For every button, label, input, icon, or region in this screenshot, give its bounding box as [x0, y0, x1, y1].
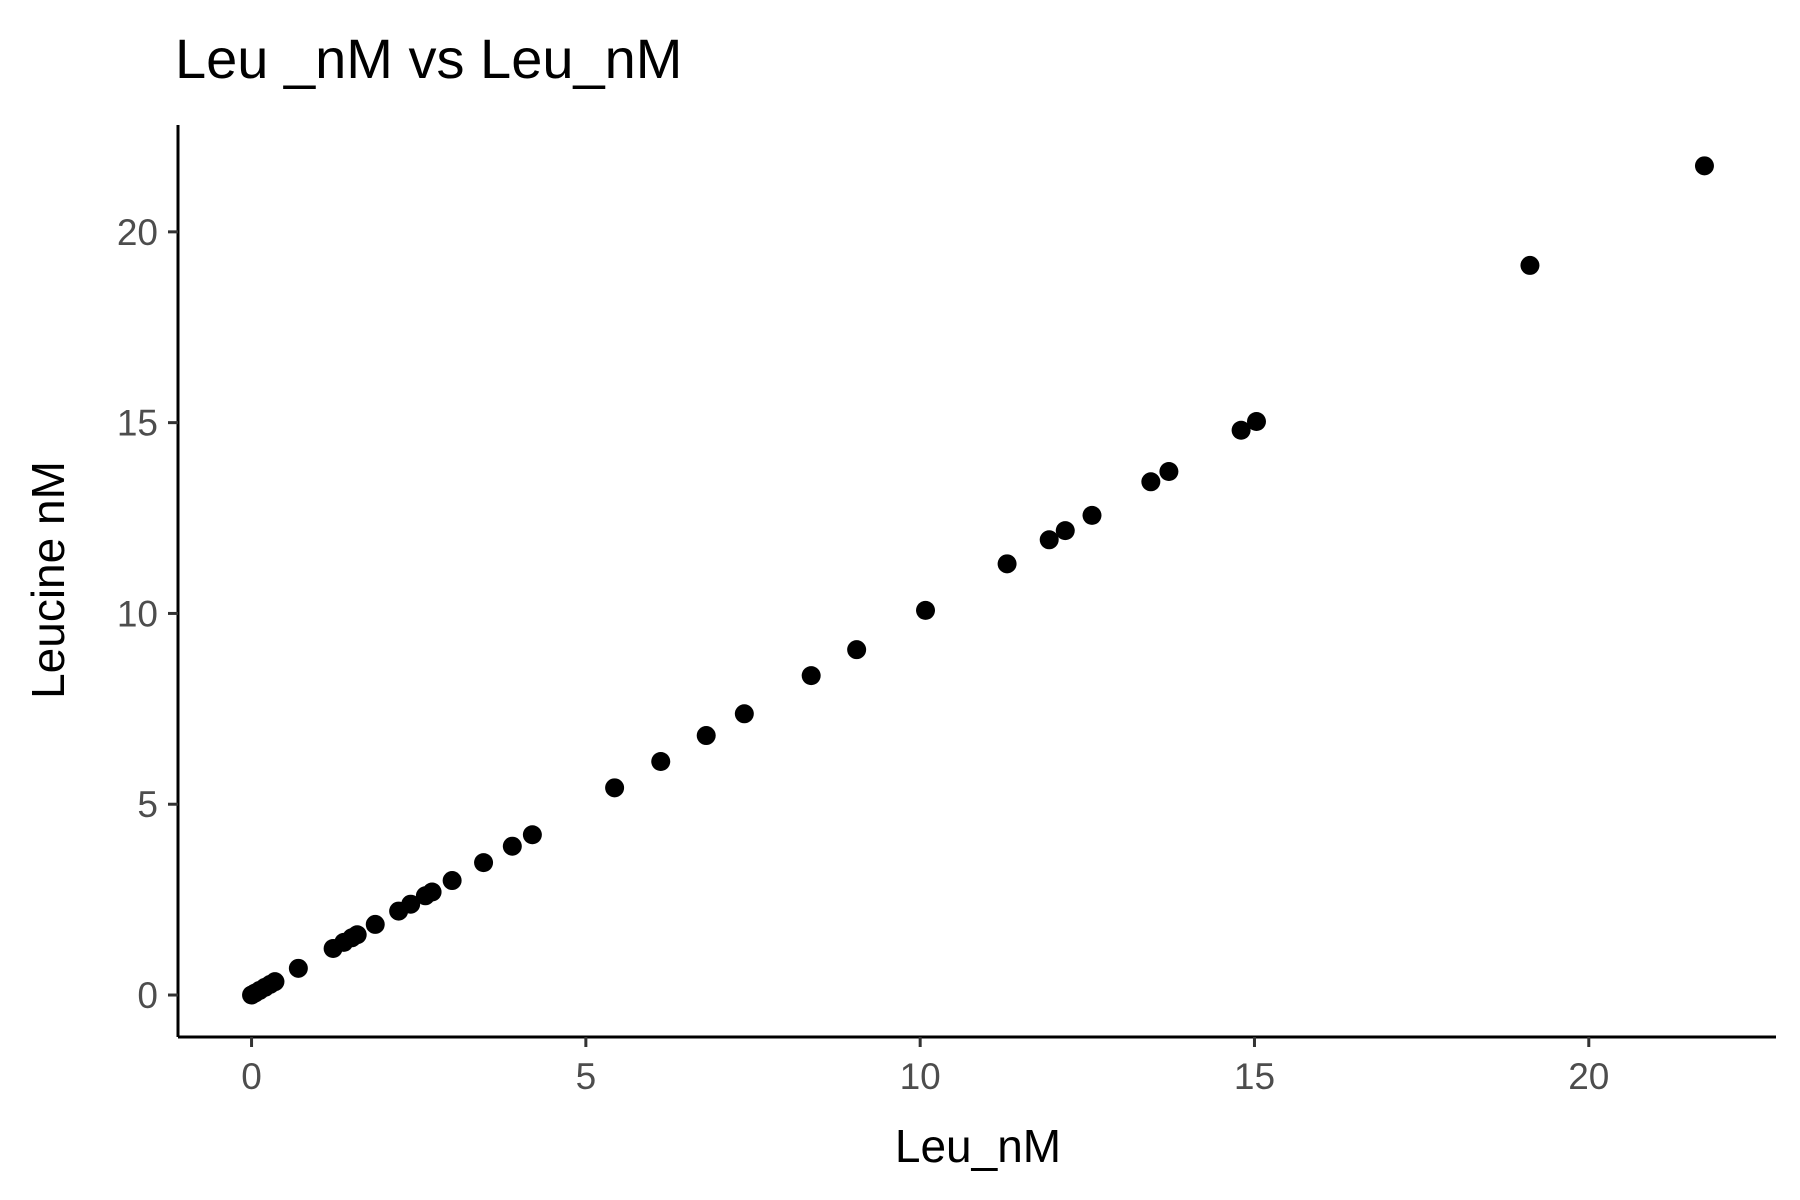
data-point — [605, 778, 625, 798]
data-point — [1141, 472, 1161, 492]
data-point — [442, 871, 462, 891]
data-point — [696, 726, 716, 746]
x-axis-ticks: 0 5 10 15 20 — [241, 1037, 1609, 1097]
data-point — [365, 914, 385, 934]
data-point — [1231, 420, 1251, 440]
x-tick-label: 20 — [1568, 1056, 1609, 1097]
data-point — [847, 640, 867, 660]
data-point — [1055, 521, 1075, 541]
data-point — [1082, 505, 1102, 525]
chart-title: Leu _nM vs Leu_nM — [175, 27, 682, 90]
data-point — [265, 972, 285, 992]
data-point — [916, 600, 936, 620]
data-point — [502, 836, 522, 856]
y-axis-label: Leucine nM — [22, 461, 74, 699]
data-point — [401, 894, 421, 914]
y-tick-label: 15 — [117, 403, 158, 444]
y-axis-ticks: 0 5 10 15 20 — [117, 212, 178, 1016]
x-tick-label: 0 — [241, 1056, 262, 1097]
data-point — [734, 704, 754, 724]
y-tick-label: 5 — [137, 784, 158, 825]
data-points — [242, 156, 1714, 1005]
y-tick-label: 0 — [137, 975, 158, 1016]
x-axis-label: Leu_nM — [895, 1120, 1061, 1172]
data-point — [1520, 255, 1540, 275]
data-point — [1694, 156, 1714, 176]
data-point — [522, 825, 542, 845]
data-point — [422, 882, 442, 902]
y-tick-label: 20 — [117, 212, 158, 253]
x-tick-label: 5 — [576, 1056, 597, 1097]
x-tick-label: 15 — [1234, 1056, 1275, 1097]
data-point — [474, 853, 494, 873]
data-point — [801, 666, 821, 686]
data-point — [288, 958, 308, 978]
data-point — [651, 751, 671, 771]
data-point — [347, 925, 367, 945]
y-tick-label: 10 — [117, 593, 158, 634]
data-point — [1039, 530, 1059, 550]
plot-area: 0 5 10 15 20 0 5 10 15 20 — [117, 125, 1776, 1097]
data-point — [997, 554, 1017, 574]
data-point — [1246, 411, 1266, 431]
data-point — [1159, 461, 1179, 481]
x-tick-label: 10 — [900, 1056, 941, 1097]
